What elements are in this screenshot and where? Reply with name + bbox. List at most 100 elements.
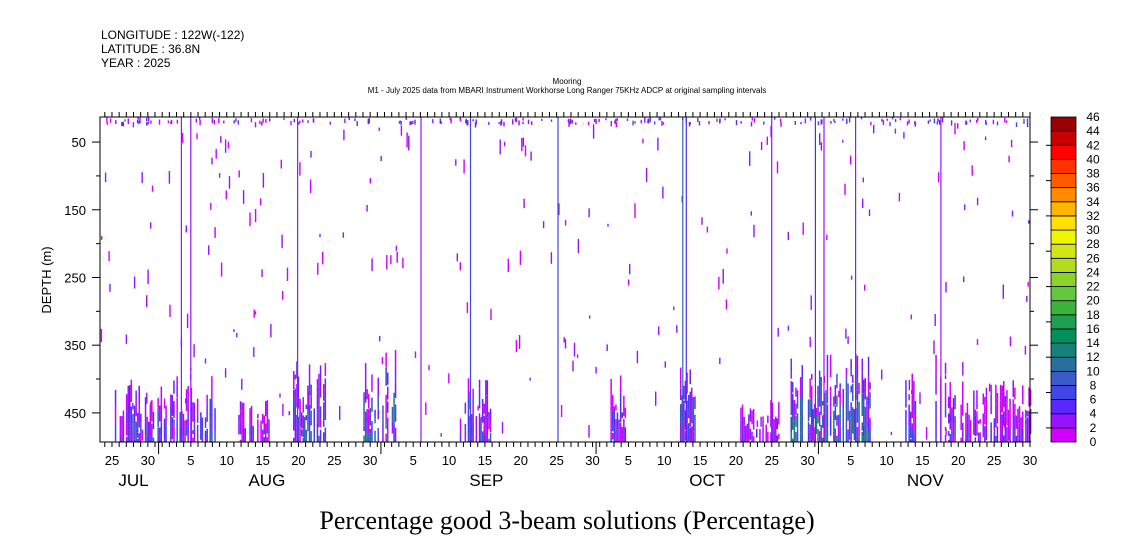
colorbar-swatch <box>1050 201 1077 217</box>
heatmap-cell <box>364 363 367 377</box>
heatmap-cell <box>293 413 295 431</box>
heatmap-cell <box>387 401 389 413</box>
heatmap-cell <box>849 155 852 165</box>
heatmap-cell <box>809 399 811 418</box>
heatmap-cell <box>136 422 139 429</box>
heatmap-cell <box>132 403 134 410</box>
heatmap-cell <box>766 136 768 145</box>
heatmap-cell <box>106 122 109 125</box>
heatmap-cell <box>689 369 691 376</box>
heatmap-cell <box>475 416 478 435</box>
heatmap-cell <box>296 384 298 408</box>
heatmap-cell <box>867 356 870 377</box>
heatmap-cell <box>869 428 871 442</box>
heatmap-cell <box>962 431 964 442</box>
heatmap-cell <box>261 121 263 125</box>
heatmap-cell <box>867 376 870 381</box>
heatmap-cell <box>684 430 687 441</box>
heatmap-cell <box>726 248 728 254</box>
heatmap-cell <box>1026 295 1028 302</box>
heatmap-cell <box>200 418 202 440</box>
heatmap-cell <box>300 429 303 437</box>
heatmap-cell <box>612 394 614 411</box>
heatmap-cell <box>948 396 950 409</box>
heatmap-cell <box>988 383 991 392</box>
heatmap-cell <box>658 117 660 121</box>
heatmap-cell <box>313 425 315 438</box>
heatmap-cell <box>201 438 204 442</box>
heatmap-cell <box>173 400 175 419</box>
heatmap-cell <box>935 439 937 442</box>
heatmap-cell <box>319 406 322 419</box>
heatmap-cell <box>488 419 490 430</box>
heatmap-cell <box>890 431 893 436</box>
heatmap-cell <box>165 422 167 434</box>
heatmap-cell <box>834 405 837 420</box>
heatmap-cell <box>225 190 227 200</box>
heatmap-cell <box>158 119 161 125</box>
colorbar-label: 36 <box>1086 181 1100 195</box>
heatmap-cell <box>238 421 240 435</box>
heatmap-cell <box>400 121 402 126</box>
x-tick-label: 5 <box>187 453 194 468</box>
colorbar-swatch <box>1050 130 1077 146</box>
heatmap-cell <box>378 127 380 131</box>
heatmap-cell <box>368 118 370 124</box>
heatmap-cell <box>1003 422 1006 428</box>
heatmap-cell <box>673 306 675 311</box>
heatmap-cell <box>1007 409 1010 418</box>
heatmap-cell <box>864 406 867 430</box>
heatmap-cell <box>467 427 470 442</box>
heatmap-cell <box>837 414 840 421</box>
heatmap-cell <box>308 412 311 430</box>
heatmap-cell <box>114 440 117 442</box>
heatmap-cell <box>792 382 794 393</box>
heatmap-cell <box>125 436 128 442</box>
heatmap-cell <box>852 375 854 383</box>
heatmap-cell <box>163 418 166 439</box>
heatmap-cell <box>121 434 123 442</box>
heatmap-cell <box>467 397 470 415</box>
heatmap-cell <box>140 422 142 437</box>
heatmap-cell <box>948 439 950 442</box>
heatmap-cell <box>515 117 518 123</box>
heatmap-cell <box>512 119 514 125</box>
colorbar-swatch <box>1050 229 1077 245</box>
heatmap-cell <box>167 120 170 124</box>
heatmap-cell <box>300 412 303 429</box>
heatmap-cell <box>324 378 327 390</box>
heatmap-cell <box>432 119 434 124</box>
heatmap-cell <box>181 132 184 143</box>
heatmap-cell <box>313 437 315 442</box>
heatmap-cell <box>472 119 474 122</box>
heatmap-cell <box>809 336 811 348</box>
heatmap-cell <box>936 121 938 125</box>
heatmap-cell <box>933 118 936 124</box>
heatmap-cell <box>317 262 319 275</box>
heatmap-cell <box>560 405 563 417</box>
heatmap-cell <box>485 380 487 396</box>
heatmap-cell <box>170 394 172 407</box>
x-tick-label: 15 <box>915 453 929 468</box>
heatmap-cell <box>969 119 971 123</box>
heatmap-cell <box>850 385 852 393</box>
heatmap-cell <box>305 436 308 442</box>
heatmap-cell <box>694 396 696 409</box>
heatmap-cell <box>753 224 755 238</box>
full-depth-streak <box>771 117 773 442</box>
heatmap-cell <box>990 422 992 440</box>
heatmap-cell <box>486 434 489 442</box>
heatmap-cell <box>954 437 956 442</box>
heatmap-cell <box>836 415 838 426</box>
heatmap-cell <box>377 411 379 420</box>
heatmap-cell <box>238 170 240 178</box>
heatmap-cell <box>318 435 320 442</box>
heatmap-cell <box>148 422 150 436</box>
heatmap-cell <box>305 429 308 437</box>
heatmap-cell <box>185 398 187 404</box>
heatmap-cell <box>129 398 131 403</box>
heatmap-cell <box>642 138 644 144</box>
heatmap-cell <box>610 416 612 438</box>
heatmap-cell <box>414 119 416 125</box>
heatmap-cell <box>483 434 485 442</box>
